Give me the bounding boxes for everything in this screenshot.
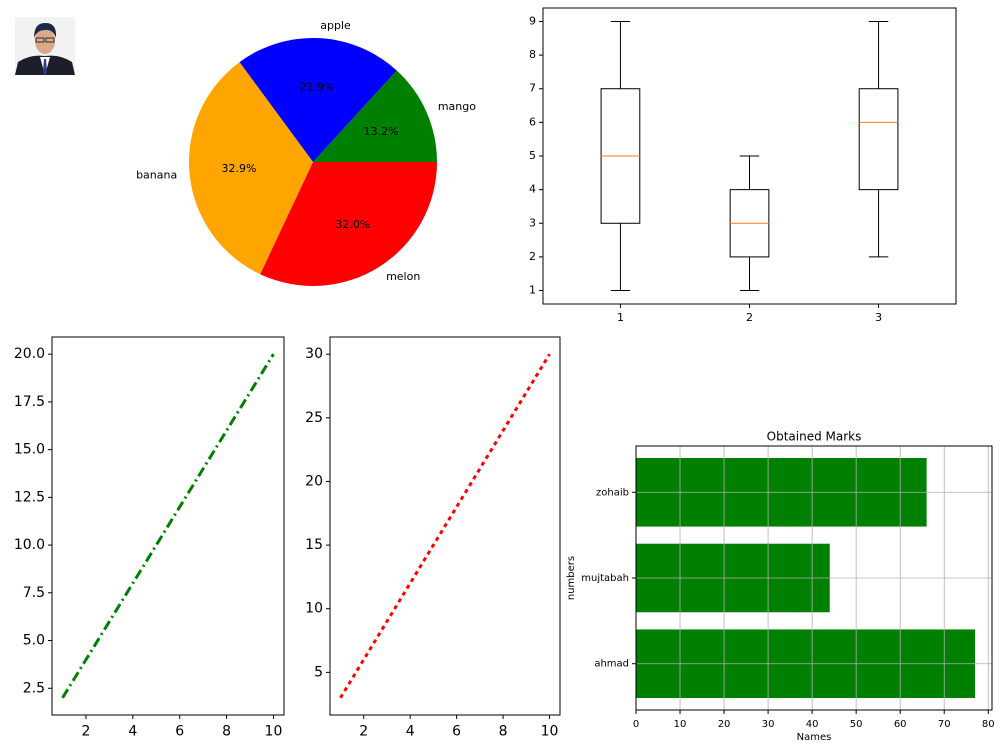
- x-tick-label: 50: [850, 719, 863, 730]
- slice-label: mango: [438, 100, 476, 113]
- y-tick-label: 2.5: [23, 680, 45, 696]
- axes-frame: [542, 7, 957, 305]
- y-tick-label: ahmad: [594, 659, 629, 670]
- data-line: [339, 353, 551, 699]
- x-tick-label: 2: [746, 311, 753, 324]
- y-tick-label: mujtabah: [581, 573, 629, 584]
- x-tick-label: 40: [806, 719, 819, 730]
- y-tick-label: 10.0: [14, 537, 45, 553]
- slice-label: melon: [386, 270, 420, 283]
- y-tick-label: 1: [529, 284, 536, 297]
- y-tick-label: 20.0: [14, 346, 45, 362]
- x-tick-label: 10: [674, 719, 687, 730]
- x-tick-label: 2: [82, 723, 91, 739]
- slice-label: apple: [320, 19, 351, 32]
- y-tick-label: 4: [529, 183, 536, 196]
- x-tick-label: 4: [128, 723, 137, 739]
- pie-slice: [239, 38, 397, 162]
- percent-label: 32.0%: [335, 218, 370, 231]
- x-tick-label: 8: [222, 723, 231, 739]
- y-tick-label: 20: [305, 473, 323, 489]
- y-tick-label: 3: [529, 216, 536, 229]
- y-axis-label: numbers: [566, 556, 577, 600]
- pie-slice: [313, 70, 437, 162]
- y-tick-label: zohaib: [596, 487, 629, 498]
- x-tick-label: 2: [359, 723, 368, 739]
- x-tick-label: 3: [875, 311, 882, 324]
- axes-frame: [329, 336, 561, 716]
- y-tick-label: 7: [529, 82, 536, 95]
- y-tick-label: 5: [529, 149, 536, 162]
- axes-frame: [635, 445, 993, 711]
- y-tick-label: 17.5: [14, 394, 45, 410]
- x-tick-label: 20: [718, 719, 731, 730]
- chart-title: Obtained Marks: [767, 430, 862, 444]
- chart-box: 1 2 3 1 2 3 4 5 6 7 8 9: [529, 7, 957, 324]
- percent-label: 21.9%: [299, 81, 334, 94]
- x-tick-label: 4: [406, 723, 415, 739]
- x-tick-label: 70: [938, 719, 951, 730]
- chart-pie: mango 13.2% apple 21.9% banana 32.9% melon 32.0…: [136, 19, 476, 286]
- x-tick-label: 0: [633, 719, 639, 730]
- y-tick-label: 30: [305, 346, 323, 362]
- chart-barh: ahmad mujtabah zohaib 0 10 20 30 40 50 60 70 80 Obta…: [566, 430, 995, 744]
- y-tick-label: 9: [529, 14, 536, 27]
- percent-label: 13.2%: [364, 125, 399, 138]
- pie-slice: [260, 162, 437, 286]
- data-line: [61, 353, 275, 699]
- profile-photo: [15, 17, 75, 75]
- pie-slice: [189, 62, 313, 275]
- x-tick-label: 6: [175, 723, 184, 739]
- y-tick-label: 7.5: [23, 585, 45, 601]
- chart-line: 2 4 6 8 10 2.5 5.0 7.5 10.0 12.5 15.0 17.5 20.0: [14, 336, 285, 739]
- x-tick-label: 8: [499, 723, 508, 739]
- y-tick-label: 12.5: [14, 489, 45, 505]
- x-tick-label: 10: [541, 723, 559, 739]
- y-tick-label: 15.0: [14, 442, 45, 458]
- chart-line: 2 4 6 8 10 5 10 15 20 25 30: [305, 336, 561, 739]
- x-tick-label: 1: [617, 311, 624, 324]
- y-tick-label: 2: [529, 250, 536, 263]
- box: [858, 88, 899, 191]
- y-tick-label: 15: [305, 537, 323, 553]
- x-tick-label: 6: [452, 723, 461, 739]
- x-tick-label: 10: [265, 723, 283, 739]
- x-axis-label: Names: [797, 732, 832, 743]
- x-tick-label: 80: [982, 719, 995, 730]
- y-tick-label: 5: [314, 664, 323, 680]
- y-tick-label: 10: [305, 601, 323, 617]
- y-tick-label: 8: [529, 48, 536, 61]
- x-tick-label: 30: [762, 719, 775, 730]
- y-tick-label: 5.0: [23, 633, 45, 649]
- slice-label: banana: [136, 168, 177, 181]
- axes-frame: [51, 336, 285, 716]
- percent-label: 32.9%: [221, 162, 256, 175]
- y-tick-label: 6: [529, 115, 536, 128]
- y-tick-label: 25: [305, 410, 323, 426]
- x-tick-label: 60: [894, 719, 907, 730]
